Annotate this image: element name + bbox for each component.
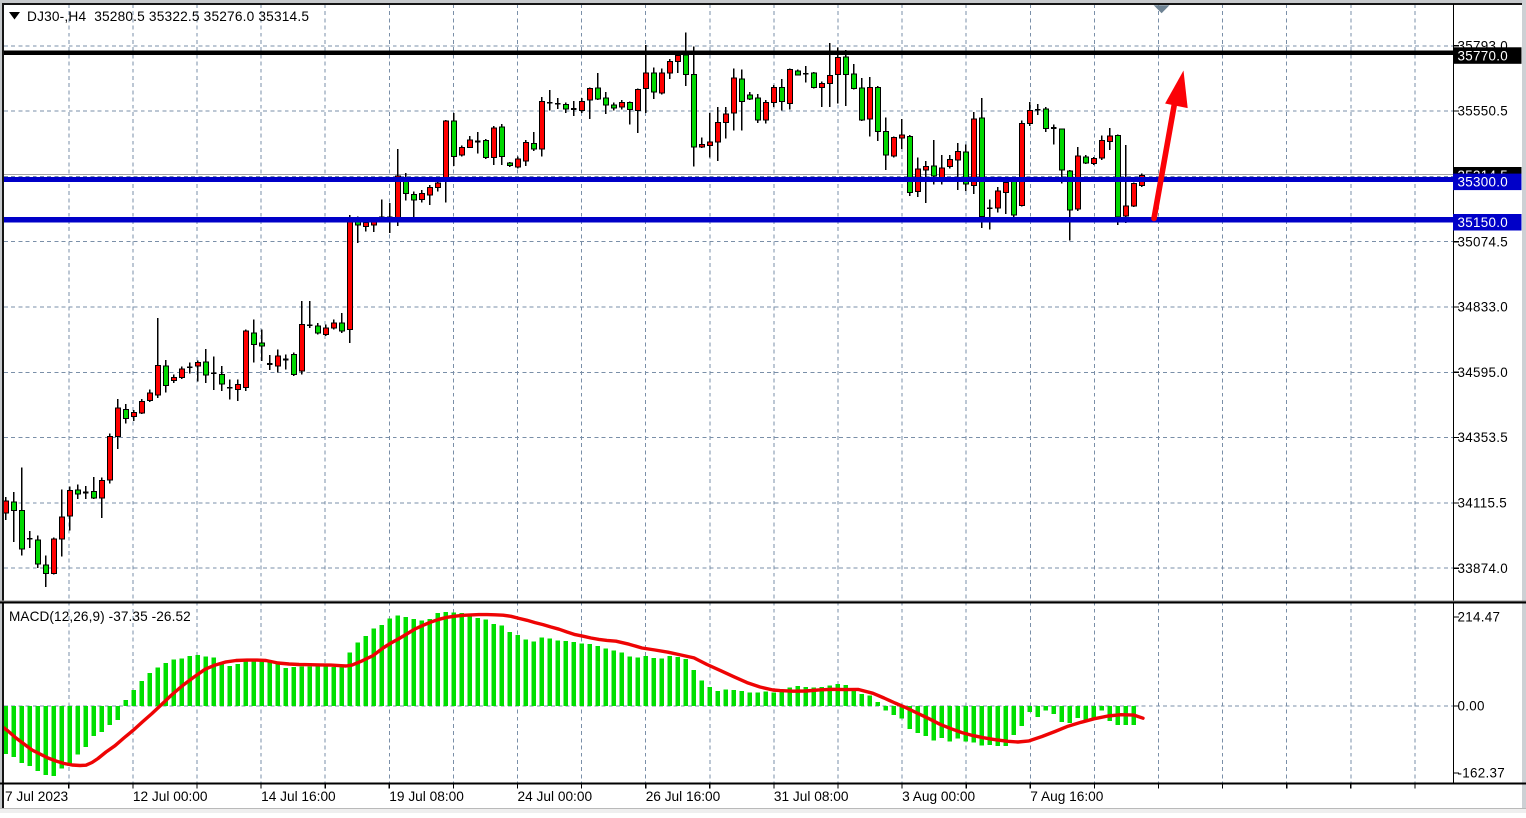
svg-text:33874.0: 33874.0 (1458, 561, 1509, 576)
svg-text:0.00: 0.00 (1458, 699, 1485, 714)
svg-text:35074.5: 35074.5 (1458, 234, 1509, 249)
svg-text:24 Jul 00:00: 24 Jul 00:00 (518, 789, 593, 804)
svg-text:34833.0: 34833.0 (1458, 300, 1509, 315)
svg-text:7 Jul 2023: 7 Jul 2023 (5, 789, 69, 804)
svg-text:19 Jul 08:00: 19 Jul 08:00 (389, 789, 464, 804)
svg-text:26 Jul 16:00: 26 Jul 16:00 (646, 789, 721, 804)
svg-text:-162.37: -162.37 (1458, 766, 1506, 781)
svg-text:35770.0: 35770.0 (1458, 48, 1509, 63)
svg-text:MACD(12,26,9) -37.35 -26.52: MACD(12,26,9) -37.35 -26.52 (9, 609, 191, 624)
svg-text:3 Aug 00:00: 3 Aug 00:00 (902, 789, 975, 804)
svg-text:14 Jul 16:00: 14 Jul 16:00 (261, 789, 336, 804)
svg-text:31 Jul 08:00: 31 Jul 08:00 (774, 789, 849, 804)
svg-text:35150.0: 35150.0 (1458, 215, 1509, 230)
svg-text:34115.5: 34115.5 (1458, 496, 1508, 511)
svg-text:7 Aug 16:00: 7 Aug 16:00 (1030, 789, 1103, 804)
svg-text:34595.0: 34595.0 (1458, 365, 1509, 380)
svg-text:34353.5: 34353.5 (1458, 430, 1509, 445)
svg-text:214.47: 214.47 (1458, 610, 1501, 625)
svg-text:12 Jul 00:00: 12 Jul 00:00 (133, 789, 208, 804)
svg-text:35550.5: 35550.5 (1458, 104, 1509, 119)
svg-text:DJ30-,H4 35280.5 35322.5 3527: DJ30-,H4 35280.5 35322.5 35276.0 35314.5 (27, 9, 309, 24)
svg-text:35300.0: 35300.0 (1458, 175, 1509, 190)
